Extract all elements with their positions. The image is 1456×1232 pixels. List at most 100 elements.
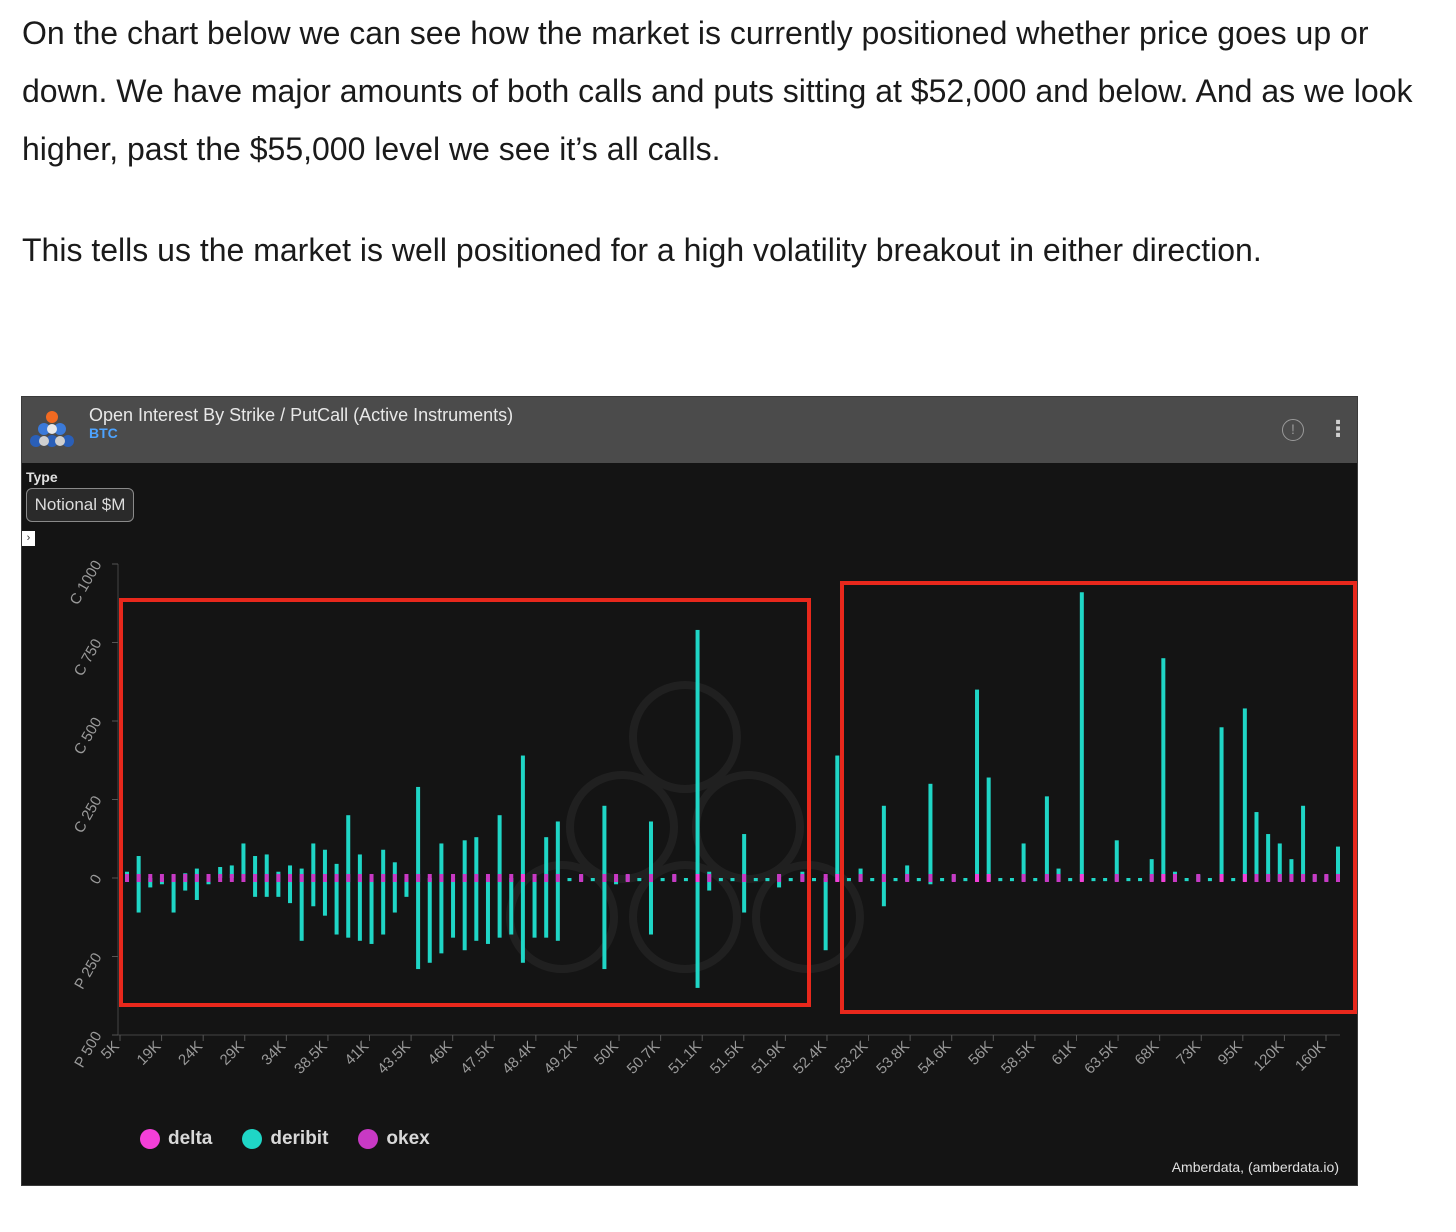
bar-put-deribit[interactable] [427, 878, 432, 963]
bar-put-deribit[interactable] [683, 878, 688, 882]
bar-put-deribit[interactable] [462, 878, 467, 951]
bar-put-deribit[interactable] [183, 878, 188, 891]
bar-call-deribit[interactable] [1056, 868, 1061, 878]
bar-put-deribit[interactable] [474, 878, 479, 941]
bar-put-deribit[interactable] [637, 878, 642, 882]
bar-call-deribit[interactable] [1044, 796, 1049, 878]
bar-put-deribit[interactable] [1068, 878, 1073, 882]
bar-call-deribit[interactable] [1079, 592, 1084, 878]
bar-call-deribit[interactable] [416, 786, 421, 878]
bar-call-deribit[interactable] [334, 863, 339, 878]
bar-call-deribit[interactable] [346, 815, 351, 878]
bar-call-deribit[interactable] [264, 854, 269, 878]
bar-call-deribit[interactable] [288, 865, 293, 878]
bar-call-deribit[interactable] [1219, 727, 1224, 878]
bar-put-deribit[interactable] [567, 878, 572, 882]
bar-call-deribit[interactable] [520, 755, 525, 878]
bar-put-deribit[interactable] [334, 878, 339, 935]
bar-put-deribit[interactable] [520, 878, 525, 963]
bar-call-deribit[interactable] [311, 843, 316, 878]
bar-put-deribit[interactable] [439, 878, 444, 954]
bar-call-deribit[interactable] [1114, 840, 1119, 878]
bar-call-deribit[interactable] [439, 843, 444, 878]
bar-call-deribit[interactable] [695, 629, 700, 878]
bar-call-deribit[interactable] [1301, 805, 1306, 878]
bar-put-deribit[interactable] [311, 878, 316, 907]
legend-item-delta[interactable]: delta [140, 1128, 212, 1150]
bar-put-deribit[interactable] [695, 878, 700, 988]
bar-put-deribit[interactable] [171, 878, 176, 913]
bar-put-deribit[interactable] [416, 878, 421, 970]
bar-put-deribit[interactable] [718, 878, 723, 882]
bar-call-deribit[interactable] [1242, 708, 1247, 878]
bar-put-deribit[interactable] [1184, 878, 1189, 882]
bar-put-deribit[interactable] [346, 878, 351, 938]
more-menu-icon[interactable]: ⋮ [1327, 416, 1349, 441]
bar-put-deribit[interactable] [194, 878, 199, 900]
bar-put-deribit[interactable] [1103, 878, 1108, 882]
bar-put-deribit[interactable] [1207, 878, 1212, 882]
bar-call-deribit[interactable] [986, 777, 991, 878]
bar-call-deribit[interactable] [1254, 812, 1259, 878]
bar-put-deribit[interactable] [870, 878, 875, 882]
bar-put-deribit[interactable] [299, 878, 304, 941]
bar-call-deribit[interactable] [497, 815, 502, 878]
bar-put-deribit[interactable] [788, 878, 793, 882]
bar-put-deribit[interactable] [532, 878, 537, 938]
bar-put-deribit[interactable] [660, 878, 665, 882]
bar-put-deribit[interactable] [707, 878, 712, 891]
bar-put-deribit[interactable] [381, 878, 386, 935]
bar-put-deribit[interactable] [730, 878, 735, 882]
bar-put-deribit[interactable] [648, 878, 653, 935]
bar-put-deribit[interactable] [881, 878, 886, 907]
bar-put-deribit[interactable] [1033, 878, 1038, 882]
bar-put-deribit[interactable] [322, 878, 327, 916]
bar-put-deribit[interactable] [823, 878, 828, 951]
bar-put-deribit[interactable] [963, 878, 968, 882]
bar-call-deribit[interactable] [1161, 658, 1166, 878]
bar-put-deribit[interactable] [544, 878, 549, 938]
bar-call-deribit[interactable] [229, 865, 234, 878]
bar-put-deribit[interactable] [777, 878, 782, 888]
bar-put-deribit[interactable] [253, 878, 258, 897]
bar-call-deribit[interactable] [474, 837, 479, 878]
bar-put-deribit[interactable] [451, 878, 456, 938]
type-select[interactable]: Notional $M [26, 488, 134, 522]
bar-put-deribit[interactable] [485, 878, 490, 944]
bar-put-deribit[interactable] [1231, 878, 1236, 882]
bar-call-deribit[interactable] [1289, 859, 1294, 878]
bar-call-deribit[interactable] [136, 856, 141, 878]
bar-put-deribit[interactable] [812, 878, 817, 882]
bar-call-deribit[interactable] [194, 868, 199, 878]
bar-call-deribit[interactable] [881, 805, 886, 878]
bar-call-deribit[interactable] [928, 783, 933, 878]
bar-call-deribit[interactable] [322, 849, 327, 878]
bar-call-deribit[interactable] [742, 834, 747, 878]
bar-call-deribit[interactable] [1266, 834, 1271, 878]
bar-call-deribit[interactable] [381, 849, 386, 878]
bar-call-deribit[interactable] [975, 689, 980, 878]
bar-call-deribit[interactable] [1277, 843, 1282, 878]
info-icon[interactable]: ! [1282, 419, 1304, 441]
bar-put-deribit[interactable] [288, 878, 293, 904]
bar-call-deribit[interactable] [299, 868, 304, 878]
bar-put-deribit[interactable] [1091, 878, 1096, 882]
bar-call-deribit[interactable] [648, 821, 653, 878]
bar-call-deribit[interactable] [1336, 846, 1340, 878]
bar-put-deribit[interactable] [392, 878, 397, 913]
bar-call-deribit[interactable] [835, 755, 840, 878]
legend-item-deribit[interactable]: deribit [242, 1128, 328, 1150]
bar-call-deribit[interactable] [241, 843, 246, 878]
bar-put-deribit[interactable] [940, 878, 945, 882]
bar-put-deribit[interactable] [369, 878, 374, 944]
bar-put-deribit[interactable] [846, 878, 851, 882]
bar-call-deribit[interactable] [544, 837, 549, 878]
bar-put-deribit[interactable] [357, 878, 362, 941]
bar-put-deribit[interactable] [1138, 878, 1143, 882]
bar-put-deribit[interactable] [509, 878, 514, 935]
bar-call-deribit[interactable] [253, 856, 258, 878]
bar-call-deribit[interactable] [357, 854, 362, 878]
bar-put-deribit[interactable] [136, 878, 141, 913]
bar-put-deribit[interactable] [1009, 878, 1014, 882]
bar-put-deribit[interactable] [404, 878, 409, 897]
